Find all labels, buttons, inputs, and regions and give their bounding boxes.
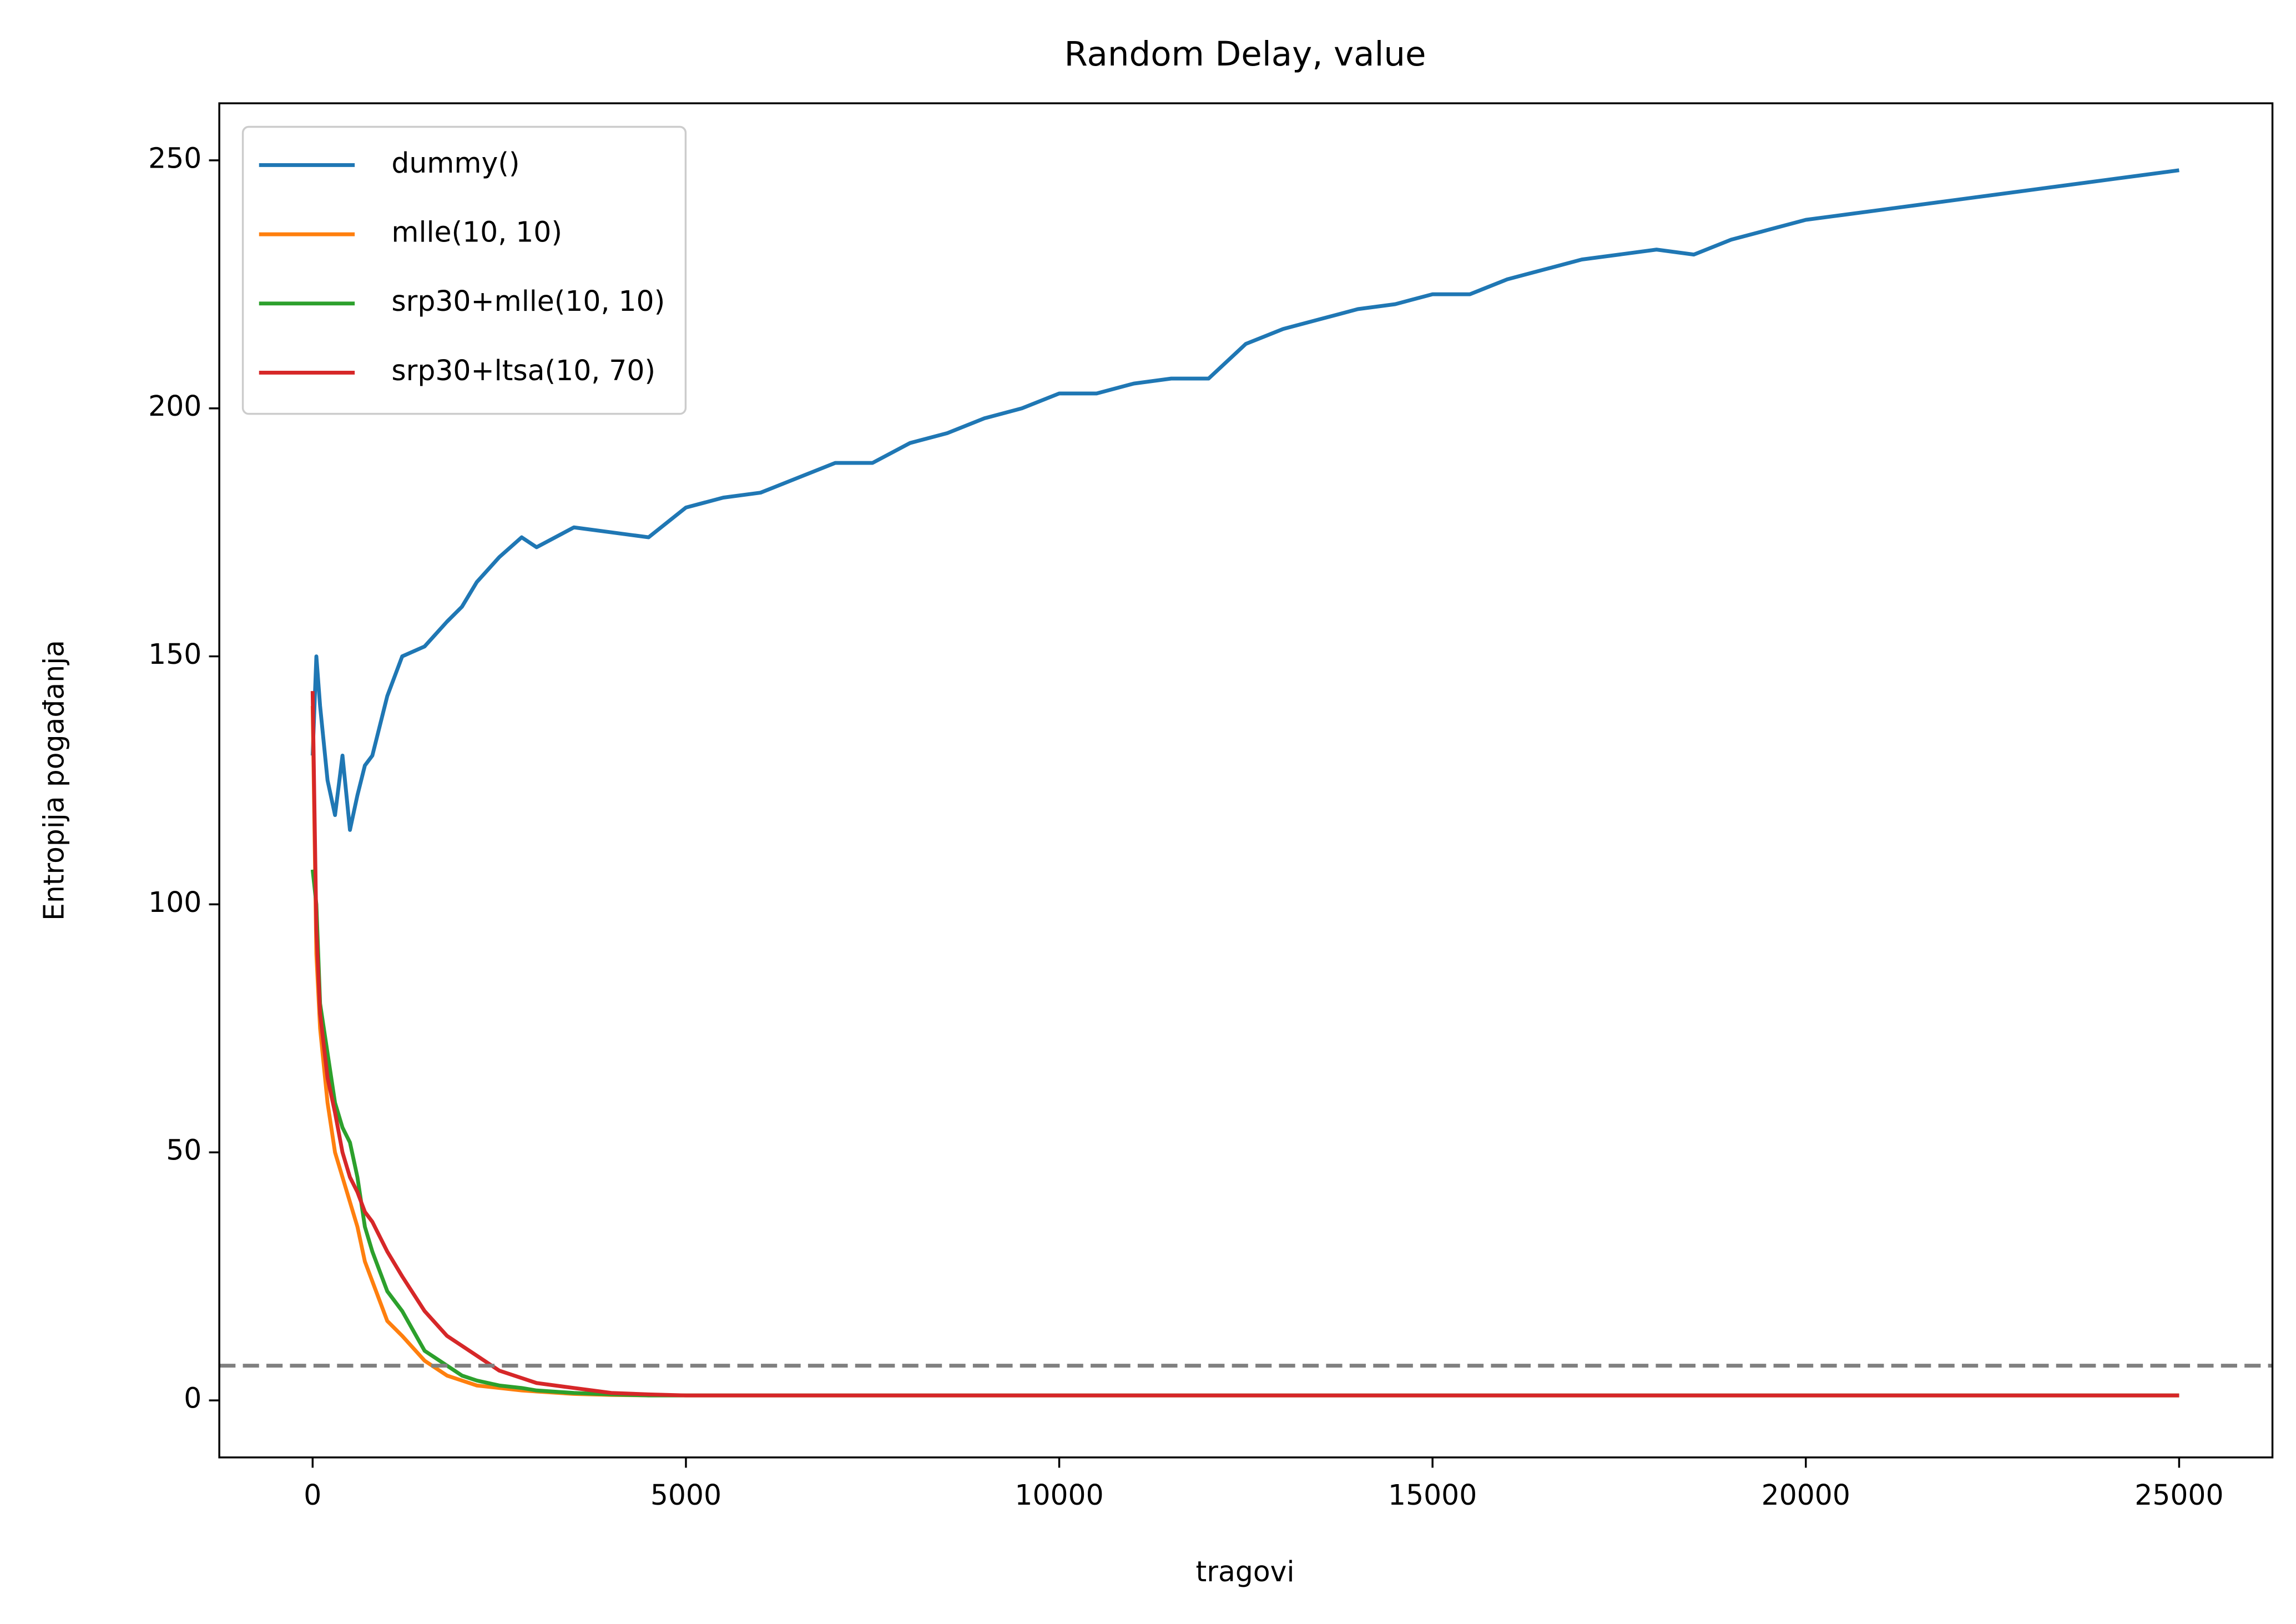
plot-frame xyxy=(218,102,2274,1459)
y-tick-label: 150 xyxy=(148,638,201,670)
chart-title: Random Delay, value xyxy=(1064,34,1426,74)
legend: dummy() mlle(10, 10) srp30+mlle(10, 10) srp… xyxy=(241,125,687,415)
x-axis-label: tragovi xyxy=(1196,1555,1295,1588)
x-tick-label: 25000 xyxy=(2134,1479,2223,1511)
legend-label: mlle(10, 10) xyxy=(391,216,562,249)
series-line xyxy=(310,691,2179,1398)
plot-area xyxy=(219,168,2273,1398)
y-tick-label: 100 xyxy=(148,886,201,919)
x-tick-label: 20000 xyxy=(1762,1479,1850,1511)
y-tick-label: 0 xyxy=(184,1382,201,1415)
legend-box xyxy=(241,125,687,415)
x-tick-label: 10000 xyxy=(1015,1479,1103,1511)
y-tick-label: 250 xyxy=(148,142,201,174)
legend-label: dummy() xyxy=(391,147,519,179)
x-tick-label: 5000 xyxy=(650,1479,721,1511)
legend-label: srp30+ltsa(10, 70) xyxy=(391,354,655,387)
x-tick-label: 15000 xyxy=(1388,1479,1477,1511)
y-tick-label: 50 xyxy=(166,1134,201,1167)
y-tick-label: 200 xyxy=(148,390,201,422)
series-line xyxy=(310,168,2179,832)
legend-label: srp30+mlle(10, 10) xyxy=(391,285,665,317)
x-tick-label: 0 xyxy=(304,1479,321,1511)
y-axis-label: Entropija pogađanja xyxy=(37,640,70,921)
